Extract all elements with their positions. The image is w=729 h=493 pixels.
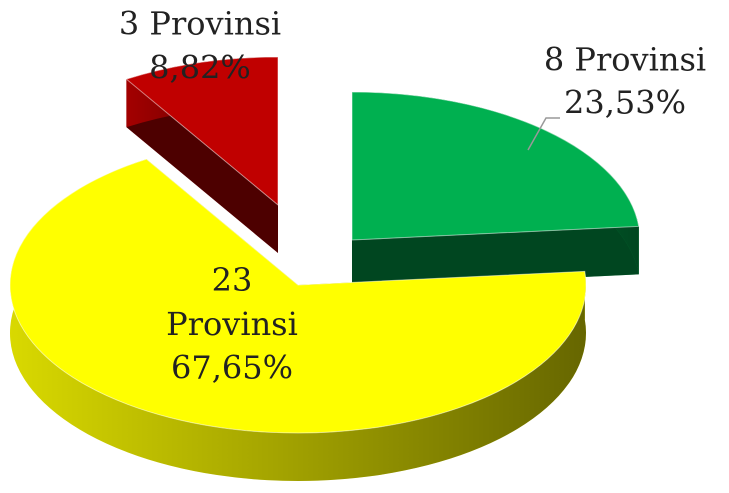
slice-category: 3 Provinsi — [119, 5, 281, 43]
slice — [351, 91, 640, 241]
slice — [125, 56, 279, 207]
slice-category: 23 Provinsi — [166, 261, 298, 343]
slice — [9, 158, 587, 434]
slice-value-label: 67,65% — [171, 349, 293, 387]
leader-line — [527, 117, 560, 151]
slice-value-label: 8,82% — [149, 49, 251, 87]
slice-category: 8 Provinsi — [544, 41, 706, 79]
slice-value-label: 23,53% — [564, 84, 686, 122]
slice-wall-shade — [126, 79, 279, 253]
